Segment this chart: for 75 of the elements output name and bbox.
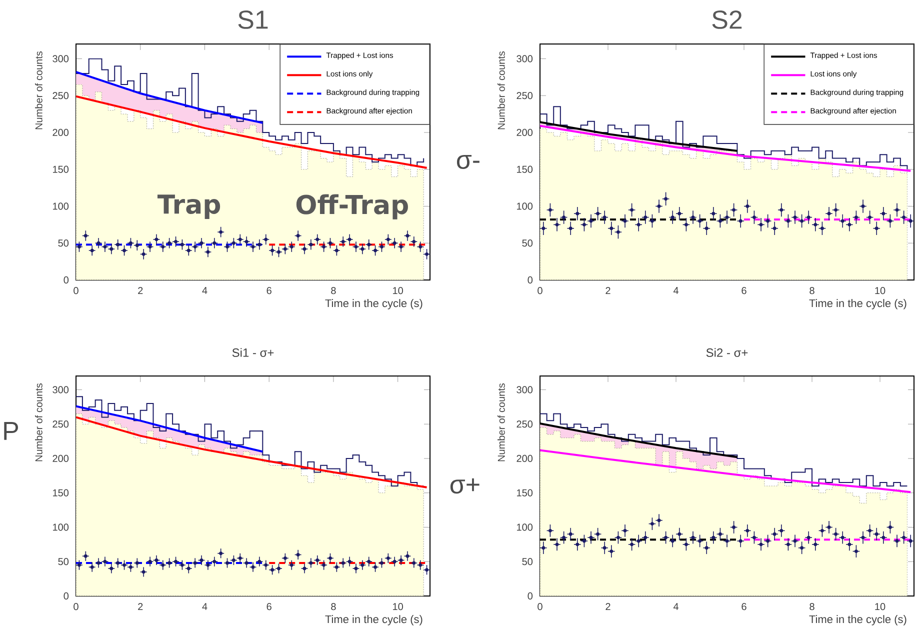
x-tick-label: 4 [673, 603, 678, 610]
x-tick-label: 2 [138, 287, 143, 294]
y-tick-label: 50 [58, 558, 69, 566]
x-axis-title: Time in the cycle (s) [809, 299, 906, 310]
x-axis-title: Time in the cycle (s) [325, 615, 422, 626]
y-tick-label: 300 [52, 386, 69, 394]
y-tick-label: 200 [516, 128, 533, 136]
x-tick-label: 2 [138, 603, 143, 610]
x-tick-label: 2 [606, 287, 610, 294]
x-axis-title: Time in the cycle (s) [325, 299, 422, 310]
y-axis-title: Number of counts [498, 383, 505, 462]
x-tick-label: 8 [810, 287, 814, 294]
line-series [76, 95, 428, 169]
y-tick-label: 50 [58, 240, 69, 247]
x-tick-label: 10 [393, 287, 403, 294]
y-tick-label: 200 [52, 128, 69, 136]
x-tick-label: 0 [538, 287, 542, 294]
x-tick-label: 6 [742, 287, 746, 294]
chart-title: Si1 - σ+ [232, 348, 274, 357]
text: σ- [456, 154, 480, 169]
x-tick-label: 6 [266, 603, 272, 610]
y-tick-label: 50 [522, 558, 533, 566]
line-series [76, 405, 264, 453]
y-tick-label: 250 [516, 420, 533, 428]
chart-title: S1 [238, 10, 268, 29]
y-tick-label: 100 [53, 202, 69, 210]
line-series [540, 449, 912, 494]
x-tick-label: 6 [742, 603, 746, 610]
text: σ+ [450, 478, 480, 494]
y-tick-label: 200 [52, 454, 69, 462]
y-tick-label: 50 [522, 240, 533, 247]
annotation: Off-Trap [296, 194, 408, 220]
x-tick-label: 6 [266, 287, 272, 294]
x-tick-label: 10 [875, 603, 886, 610]
y-tick-label: 150 [53, 166, 69, 173]
x-tick-label: 4 [202, 287, 208, 294]
y-axis-title: Number of counts [35, 51, 42, 130]
x-tick-label: 8 [810, 603, 814, 610]
line-series [76, 416, 428, 488]
x-tick-label: 4 [202, 603, 208, 610]
annotation: Trap [157, 194, 220, 219]
y-tick-label: 150 [517, 489, 533, 496]
line-series [76, 71, 264, 124]
x-tick-label: 8 [331, 287, 336, 294]
y-tick-label: 0 [64, 592, 69, 600]
y-tick-label: 250 [516, 92, 533, 100]
x-tick-label: 8 [331, 603, 336, 610]
line-series [540, 124, 912, 172]
y-tick-label: 300 [516, 386, 533, 394]
x-tick-label: 10 [393, 603, 403, 610]
y-tick-label: 0 [528, 592, 533, 600]
y-tick-label: 250 [52, 92, 69, 100]
y-axis-title: Number of counts [35, 383, 42, 462]
x-tick-label: 0 [74, 287, 78, 294]
chart-title: Si2 - σ+ [706, 348, 748, 357]
y-axis-title: Number of counts [498, 51, 505, 130]
y-tick-label: 100 [53, 524, 69, 531]
x-tick-label: 0 [538, 603, 542, 610]
chart-title: S2 [712, 10, 742, 29]
y-tick-label: 100 [517, 202, 533, 210]
x-axis-title: Time in the cycle (s) [809, 615, 906, 626]
y-tick-label: 0 [64, 276, 69, 284]
y-tick-label: 300 [516, 55, 533, 62]
y-tick-label: 150 [53, 489, 69, 496]
y-tick-label: 150 [517, 166, 533, 173]
y-tick-label: 300 [52, 55, 69, 62]
text: P [4, 422, 18, 440]
x-tick-label: 2 [606, 603, 610, 610]
x-tick-label: 10 [875, 287, 886, 294]
y-tick-label: 0 [528, 276, 533, 284]
y-tick-label: 200 [516, 454, 533, 462]
y-tick-label: 100 [517, 524, 533, 531]
y-tick-label: 250 [52, 420, 69, 428]
x-tick-label: 4 [673, 287, 678, 294]
x-tick-label: 0 [74, 603, 78, 610]
